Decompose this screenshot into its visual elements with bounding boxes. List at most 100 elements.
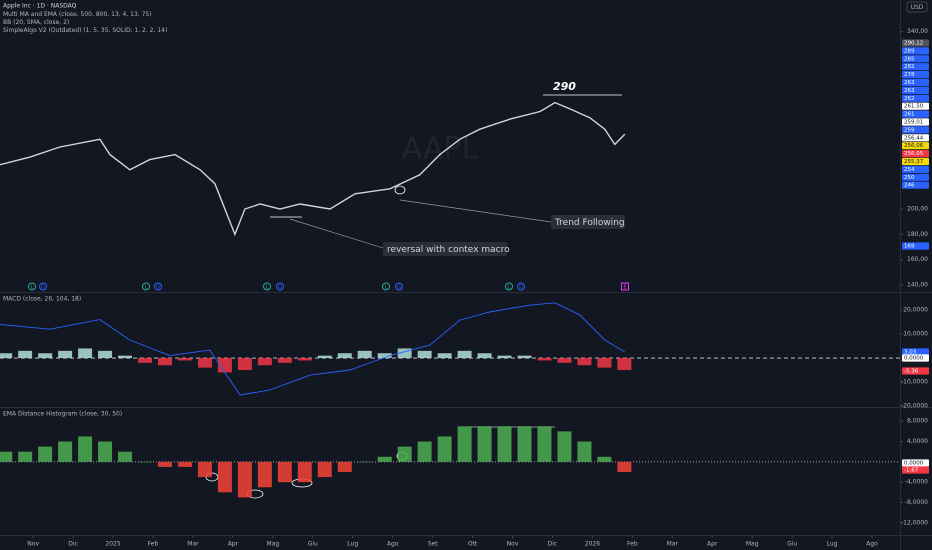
histogram-bar [297, 461, 312, 483]
price-tag-label: -1,67 [904, 468, 919, 474]
price-tag [902, 367, 929, 375]
histogram-bar [78, 436, 93, 462]
price-tag [902, 142, 929, 150]
histogram-bar [237, 358, 252, 371]
price-tag-label: 278 [904, 72, 915, 78]
price-tag-label: 250 [904, 175, 915, 181]
price-tag-label: 289 [904, 48, 915, 54]
event-marker[interactable] [263, 282, 271, 291]
event-marker-label[interactable]: G [278, 284, 282, 290]
event-marker[interactable] [621, 282, 629, 291]
histogram-bar [397, 348, 412, 359]
event-marker-label[interactable]: L [508, 284, 511, 290]
price-tag-label: 290,12 [904, 41, 923, 47]
y-tick-label: 20,0000 [903, 307, 928, 314]
x-tick-label: Mag [267, 541, 280, 548]
price-tag-label: 169 [904, 244, 915, 250]
event-marker-label[interactable]: E [623, 284, 626, 290]
x-tick-label: Lug [827, 541, 838, 548]
histogram-bar [217, 461, 232, 493]
price-tag [902, 150, 929, 158]
event-marker[interactable] [382, 282, 390, 291]
histogram-bar [397, 446, 412, 462]
histogram-bar [197, 358, 212, 368]
x-tick-label: Ago [387, 541, 399, 548]
event-marker-label[interactable]: G [41, 284, 45, 290]
event-marker[interactable] [154, 282, 162, 291]
price-tag [902, 459, 929, 467]
histogram-bar [257, 358, 272, 366]
indicator-label: SimpleAlgo V2 (Outdated) (1, 5, 35, SOLI… [3, 27, 167, 34]
x-tick-label: Mar [187, 541, 199, 548]
price-tag-label: 0,0000 [904, 356, 924, 362]
annotation: Trend Following [554, 218, 625, 228]
histogram-bar [557, 358, 572, 363]
histogram-bar [457, 426, 472, 462]
x-tick-label: Ago [866, 541, 878, 548]
x-tick-label: Giu [308, 541, 318, 548]
y-tick-label: 10,0000 [903, 331, 928, 338]
price-tag-label: 3,03 [904, 350, 917, 356]
y-tick-label: 340,00 [907, 28, 928, 35]
histogram-bar [277, 461, 292, 483]
histogram-bar [497, 355, 512, 359]
price-tag-label: 259,01 [904, 120, 923, 126]
event-marker-label[interactable]: G [397, 284, 401, 290]
histogram-bar [597, 456, 612, 462]
indicator-label: Multi MA and EMA (close, 500, 800, 13, 4… [3, 11, 152, 18]
price-tag [902, 181, 929, 189]
price-tag [902, 354, 929, 362]
histogram-bar [477, 426, 492, 462]
price-tag [902, 173, 929, 181]
x-tick-label: Dic [548, 541, 558, 548]
histogram-bar [98, 350, 113, 359]
currency-box[interactable] [906, 1, 928, 13]
event-marker[interactable] [505, 282, 513, 291]
price-tag-label: 256,06 [904, 143, 924, 149]
event-marker[interactable] [276, 282, 284, 291]
annotation-box [383, 242, 507, 256]
histogram-bar [417, 441, 432, 462]
x-tick-label: Apr [228, 541, 239, 548]
price-tag [902, 86, 929, 94]
event-marker-label[interactable]: L [266, 284, 269, 290]
x-tick-label: Feb [148, 541, 159, 548]
event-marker-label[interactable]: G [156, 284, 160, 290]
histogram-bar [138, 461, 153, 463]
event-marker[interactable] [142, 282, 150, 291]
currency[interactable]: USD [911, 4, 924, 11]
price-tag-label: 261,50 [904, 104, 924, 110]
price-tag [902, 134, 929, 142]
y-tick-label: 180,00 [907, 231, 928, 238]
y-tick-label: -12,0000 [901, 519, 928, 526]
price-tag [902, 242, 929, 250]
histogram-bar [457, 350, 472, 359]
histogram-bar [357, 461, 372, 463]
event-marker-label[interactable]: L [145, 284, 148, 290]
histogram-bar [357, 350, 372, 359]
histogram-bar [157, 461, 172, 467]
annotation-box [551, 215, 625, 229]
y-tick-label: -10,0000 [901, 379, 928, 386]
event-marker-label[interactable]: L [385, 284, 388, 290]
series-line [0, 101, 626, 237]
histogram-bar [597, 358, 612, 368]
x-tick-label: 2026 [585, 541, 600, 548]
event-marker[interactable] [28, 282, 36, 291]
event-marker[interactable] [39, 282, 47, 291]
y-tick-label: 140,00 [907, 282, 928, 289]
price-tag-label: 261 [904, 112, 915, 118]
event-marker[interactable] [395, 282, 403, 291]
histogram-bar [537, 358, 552, 361]
x-tick-label: Set [428, 541, 439, 548]
histogram-bar [577, 441, 592, 462]
y-tick-label: 8,0000 [907, 418, 928, 425]
price-tag [902, 157, 929, 166]
y-tick-label: 4,0000 [907, 438, 928, 445]
histogram-bar [297, 358, 312, 361]
event-marker-label[interactable]: G [519, 284, 523, 290]
price-tag-label: 263 [904, 88, 915, 94]
event-marker-label[interactable]: L [31, 284, 34, 290]
histogram-bar [177, 358, 192, 361]
event-marker[interactable] [517, 282, 525, 291]
